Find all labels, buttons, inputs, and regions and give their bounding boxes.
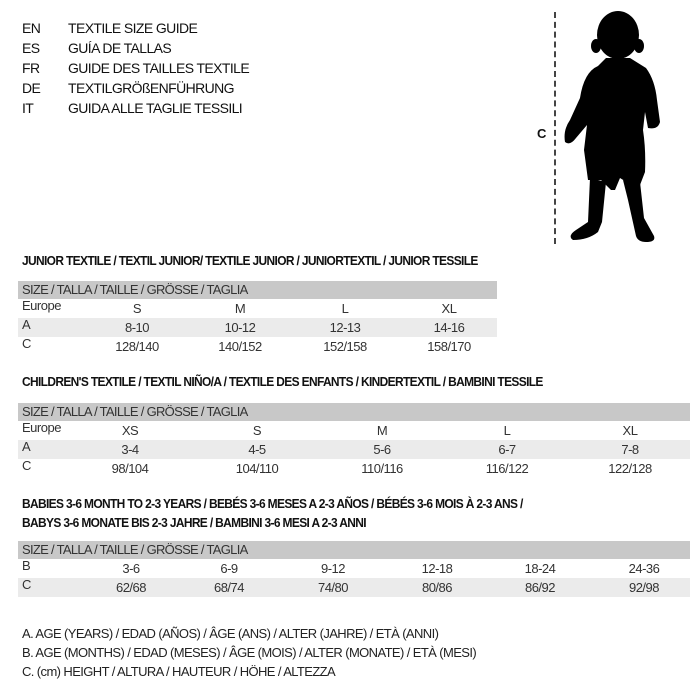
lang-code: EN bbox=[22, 20, 41, 36]
cell: 3-6 bbox=[122, 561, 140, 576]
cell: 74/80 bbox=[317, 580, 349, 595]
lang-title: TEXTILE SIZE GUIDE bbox=[68, 20, 198, 36]
table-row: C 62/68 68/74 74/80 80/86 86/92 92/98 bbox=[18, 577, 690, 597]
cell: 140/152 bbox=[218, 339, 262, 354]
table-row: A 3-4 4-5 5-6 6-7 7-8 bbox=[18, 439, 690, 459]
row-label: C bbox=[22, 336, 31, 351]
legend-age-years: A. AGE (YEARS) / EDAD (AÑOS) / ÂGE (ANS)… bbox=[22, 626, 439, 641]
babies-title-line2: BABYS 3-6 MONATE BIS 2-3 JAHRE / BAMBINI… bbox=[22, 515, 367, 530]
table-row: C 128/140 140/152 152/158 158/170 bbox=[18, 336, 497, 356]
cell: XL bbox=[622, 423, 638, 438]
table-header: SIZE / TALLA / TAILLE / GRÖSSE / TAGLIA bbox=[18, 541, 690, 559]
table-row: A 8-10 10-12 12-13 14-16 bbox=[18, 317, 497, 337]
cell: 104/110 bbox=[235, 461, 279, 476]
row-label: Europe bbox=[22, 420, 61, 435]
cell: XL bbox=[441, 301, 457, 316]
cell: 8-10 bbox=[124, 320, 150, 335]
cell: 12-13 bbox=[329, 320, 361, 335]
lang-code: IT bbox=[22, 100, 34, 116]
cell: 68/74 bbox=[213, 580, 245, 595]
cell: 128/140 bbox=[115, 339, 159, 354]
cell: M bbox=[376, 423, 388, 438]
junior-title: JUNIOR TEXTILE / TEXTIL JUNIOR/ TEXTILE … bbox=[22, 253, 478, 268]
lang-title: GUIDE DES TAILLES TEXTILE bbox=[68, 60, 250, 76]
legend-age-months: B. AGE (MONTHS) / EDAD (MESES) / ÂGE (MO… bbox=[22, 645, 477, 660]
babies-title-line1: BABIES 3-6 MONTH TO 2-3 YEARS / BEBÉS 3-… bbox=[22, 496, 523, 511]
cell: 158/170 bbox=[427, 339, 471, 354]
cell: 62/68 bbox=[115, 580, 147, 595]
cell: 3-4 bbox=[121, 442, 139, 457]
babies-size-table: SIZE / TALLA / TAILLE / GRÖSSE / TAGLIA … bbox=[18, 541, 690, 597]
row-label: A bbox=[22, 317, 31, 332]
height-dashed-line bbox=[554, 12, 556, 244]
cell: 80/86 bbox=[421, 580, 453, 595]
lang-title: GUÍA DE TALLAS bbox=[68, 40, 172, 56]
cell: 14-16 bbox=[433, 320, 465, 335]
table-header: SIZE / TALLA / TAILLE / GRÖSSE / TAGLIA bbox=[18, 403, 690, 421]
cell: XS bbox=[121, 423, 139, 438]
cell: 24-36 bbox=[628, 561, 660, 576]
lang-title: GUIDA ALLE TAGLIE TESSILI bbox=[68, 100, 243, 116]
children-size-table: SIZE / TALLA / TAILLE / GRÖSSE / TAGLIA … bbox=[18, 403, 690, 478]
row-label: Europe bbox=[22, 298, 61, 313]
cell: 9-12 bbox=[320, 561, 346, 576]
cell: 7-8 bbox=[621, 442, 639, 457]
cell: 18-24 bbox=[524, 561, 556, 576]
lang-code: ES bbox=[22, 40, 40, 56]
table-row: Europe S M L XL bbox=[18, 298, 497, 318]
cell: 116/122 bbox=[485, 461, 529, 476]
cell: S bbox=[132, 301, 142, 316]
row-label: A bbox=[22, 439, 31, 454]
cell: 86/92 bbox=[524, 580, 556, 595]
cell: M bbox=[234, 301, 246, 316]
lang-code: DE bbox=[22, 80, 41, 96]
cell: 10-12 bbox=[224, 320, 256, 335]
lang-title: TEXTILGRÖßENFÜHRUNG bbox=[68, 80, 235, 96]
row-label: B bbox=[22, 558, 31, 573]
cell: 6-9 bbox=[220, 561, 238, 576]
junior-size-table: SIZE / TALLA / TAILLE / GRÖSSE / TAGLIA … bbox=[18, 281, 497, 356]
cell: 5-6 bbox=[373, 442, 391, 457]
children-title: CHILDREN'S TEXTILE / TEXTIL NIÑO/A / TEX… bbox=[22, 374, 543, 389]
cell: S bbox=[252, 423, 262, 438]
height-label: C bbox=[537, 126, 547, 141]
table-header: SIZE / TALLA / TAILLE / GRÖSSE / TAGLIA bbox=[18, 281, 497, 299]
table-row: B 3-6 6-9 9-12 12-18 18-24 24-36 bbox=[18, 558, 690, 578]
legend-height: C. (cm) HEIGHT / ALTURA / HAUTEUR / HÖHE… bbox=[22, 664, 336, 679]
cell: 4-5 bbox=[248, 442, 266, 457]
cell: 12-18 bbox=[421, 561, 453, 576]
cell: L bbox=[341, 301, 349, 316]
cell: 152/158 bbox=[323, 339, 367, 354]
cell: 6-7 bbox=[498, 442, 516, 457]
cell: 110/116 bbox=[361, 461, 403, 476]
cell: 92/98 bbox=[628, 580, 660, 595]
table-row: Europe XS S M L XL bbox=[18, 420, 690, 440]
row-label: C bbox=[22, 458, 31, 473]
row-label: C bbox=[22, 577, 31, 592]
lang-code: FR bbox=[22, 60, 40, 76]
table-row: C 98/104 104/110 110/116 116/122 122/128 bbox=[18, 458, 690, 478]
cell: 122/128 bbox=[608, 461, 652, 476]
cell: L bbox=[503, 423, 511, 438]
cell: 98/104 bbox=[111, 461, 149, 476]
child-silhouette-icon bbox=[564, 11, 660, 242]
